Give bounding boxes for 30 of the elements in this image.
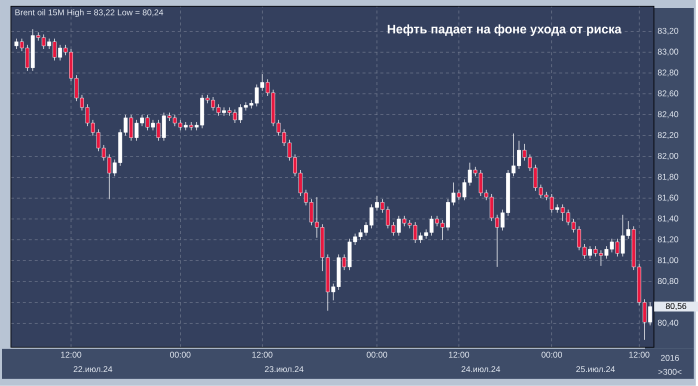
x-tick-label: 12:00 xyxy=(629,352,650,358)
y-tick-label: 80,40 xyxy=(658,320,678,327)
y-tick-label: 81,80 xyxy=(658,174,678,181)
y-tick-label: 81,40 xyxy=(658,216,678,223)
text: 80,56 xyxy=(666,303,686,310)
x-tick-label: 12:00 xyxy=(61,352,82,358)
x-tick-label: 00:00 xyxy=(366,352,388,358)
text: 22.июл.24 xyxy=(74,366,112,372)
text: >300< xyxy=(658,368,682,375)
y-tick-label: 81,20 xyxy=(658,236,678,244)
text: 24.июл.24 xyxy=(462,366,500,372)
y-tick-label: 82,20 xyxy=(658,132,678,140)
text: 2016 xyxy=(660,354,679,361)
y-tick-label: 82,00 xyxy=(658,153,678,160)
y-tick-label: 83,00 xyxy=(658,48,678,56)
y-tick-label: 83,20 xyxy=(658,28,678,35)
y-tick-label: 80,80 xyxy=(658,278,678,286)
y-tick-label: 82,40 xyxy=(658,111,678,118)
y-tick-label: 82,60 xyxy=(658,90,678,98)
y-tick-label: 82,80 xyxy=(658,70,678,77)
x-tick-label: 12:00 xyxy=(252,352,272,358)
chart-subtitle: Brent oil 15M High = 83,22 Low = 80,24 xyxy=(15,9,164,18)
x-tick-label: 00:00 xyxy=(170,352,191,358)
y-tick-label: 81,00 xyxy=(658,257,678,264)
x-tick-label: 12:00 xyxy=(448,352,470,358)
x-tick-label: 00:00 xyxy=(542,352,562,358)
text: 23.июл.24 xyxy=(264,366,304,372)
text: 25.июл.24 xyxy=(576,366,615,372)
text: Нефть падает на фоне ухода от риска xyxy=(388,24,622,36)
y-tick-label: 81,60 xyxy=(658,194,678,202)
